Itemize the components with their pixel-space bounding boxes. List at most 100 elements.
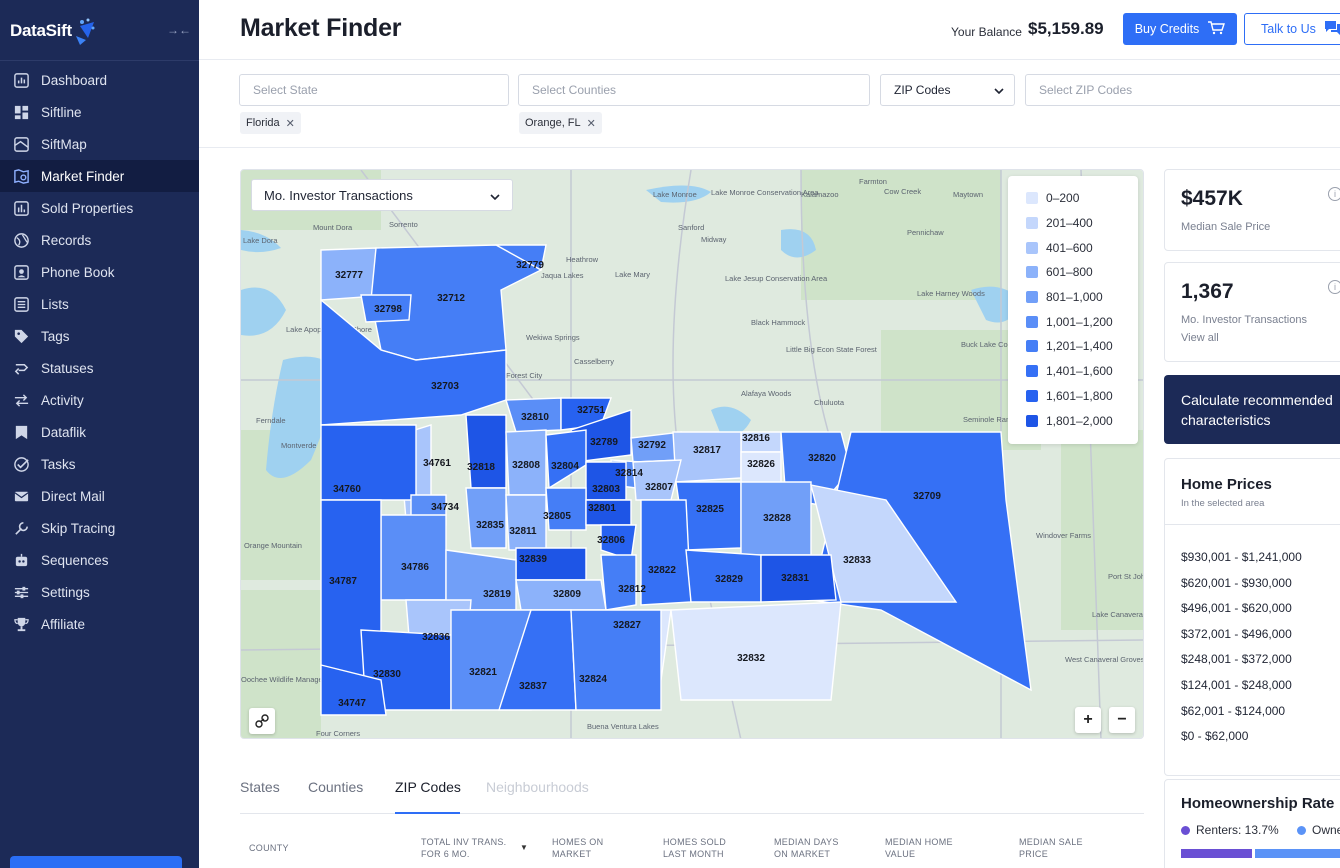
view-all-link[interactable]: View all: [1181, 332, 1219, 344]
balance-label: Your Balance: [951, 25, 1022, 39]
zip-region-32818[interactable]: [465, 414, 507, 489]
sidebar-item-sold-properties[interactable]: Sold Properties: [0, 192, 199, 224]
zip-region-34786[interactable]: [380, 514, 447, 601]
sidebar-item-activity[interactable]: Activity: [0, 384, 199, 416]
map-place-label: Farmton: [859, 177, 887, 186]
logo-sparkle-icon: [74, 18, 96, 45]
map-place-label: Lake Canaveral Groves: [1092, 610, 1144, 619]
zip-region-32811[interactable]: [505, 494, 547, 551]
col-head-total-inv[interactable]: TOTAL INV TRANS. FOR 6 MO.: [421, 837, 507, 859]
buy-credits-button[interactable]: Buy Credits: [1123, 13, 1237, 45]
zip-region-32824[interactable]: [570, 609, 662, 711]
zip-region-32817[interactable]: [672, 431, 742, 483]
legend-item: 1,001–1,200: [1026, 309, 1138, 334]
map-green-area: [1061, 430, 1143, 630]
col-head-median-sale-price[interactable]: MEDIAN SALE PRICE: [1019, 837, 1083, 859]
col-head-homes-on-market[interactable]: HOMES ON MARKET: [552, 837, 604, 859]
legend-swatch: [1026, 414, 1038, 427]
sidebar-item-settings[interactable]: Settings: [0, 576, 199, 608]
sidebar-item-label: Phone Book: [41, 264, 115, 280]
sidebar-item-direct-mail[interactable]: Direct Mail: [0, 480, 199, 512]
sidebar-item-phone-book[interactable]: Phone Book: [0, 256, 199, 288]
zip-region-32822[interactable]: [640, 499, 692, 606]
sidebar-item-tasks[interactable]: Tasks: [0, 448, 199, 480]
calculate-recommended-button[interactable]: Calculate recommended characteristics: [1164, 375, 1340, 444]
remove-chip-icon[interactable]: ✕: [285, 117, 295, 130]
info-icon[interactable]: i: [1328, 280, 1340, 294]
legend-item: 0–200: [1026, 186, 1138, 211]
zip-label: 32828: [763, 513, 791, 524]
info-icon[interactable]: i: [1328, 187, 1340, 201]
zip-region-32832[interactable]: [670, 601, 842, 701]
sidebar-item-statuses[interactable]: Statuses: [0, 352, 199, 384]
map-place-label: Black Hammock: [751, 318, 805, 327]
globe-icon: [12, 231, 30, 249]
map-place-label: Jaqua Lakes: [541, 271, 584, 280]
sidebar-item-market-finder[interactable]: Market Finder: [0, 160, 199, 192]
zip-region-32835[interactable]: [465, 487, 507, 549]
sidebar-item-lists[interactable]: Lists: [0, 288, 199, 320]
sidebar-item-dataflik[interactable]: Dataflik: [0, 416, 199, 448]
zip-label: 32816: [742, 433, 770, 444]
legend-item: 1,401–1,600: [1026, 359, 1138, 384]
zip-region-32812[interactable]: [600, 554, 637, 611]
legend-item: 1,201–1,400: [1026, 334, 1138, 359]
state-chip[interactable]: Florida ✕: [240, 112, 301, 134]
collapse-sidebar-icon[interactable]: →←: [167, 23, 191, 37]
legend-item: 401–600: [1026, 235, 1138, 260]
state-select[interactable]: Select State: [239, 74, 509, 106]
sidebar-item-siftmap[interactable]: SiftMap: [0, 128, 199, 160]
counties-select[interactable]: Select Counties: [518, 74, 870, 106]
col-head-median-home-value[interactable]: MEDIAN HOME VALUE: [885, 837, 953, 859]
sidebar-item-dashboard[interactable]: Dashboard: [0, 64, 199, 96]
price-range: $0 - $62,000: [1181, 729, 1249, 744]
logo-text: DataSift: [10, 21, 72, 40]
zip-label: 34734: [431, 502, 459, 513]
sidebar-item-records[interactable]: Records: [0, 224, 199, 256]
zip-label: 32837: [519, 681, 547, 692]
col-head-homes-sold[interactable]: HOMES SOLD LAST MONTH: [663, 837, 727, 859]
tab-zip-codes[interactable]: ZIP Codes: [395, 779, 461, 795]
zip-label: 32825: [696, 504, 724, 515]
sidebar-item-label: Activity: [41, 392, 84, 408]
talk-to-us-button[interactable]: Talk to Us: [1244, 13, 1340, 45]
sidebar-item-skip-tracing[interactable]: Skip Tracing: [0, 512, 199, 544]
tab-states[interactable]: States: [240, 779, 280, 795]
county-chip[interactable]: Orange, FL ✕: [519, 112, 602, 134]
zip-region-32703[interactable]: [320, 298, 507, 426]
metric-select[interactable]: Mo. Investor Transactions: [251, 179, 513, 211]
choropleth-map[interactable]: Lake Monroe Lake Monroe Conservation Area…: [240, 169, 1144, 739]
map-draw-tool-icon[interactable]: [249, 708, 275, 734]
sidebar-item-siftline[interactable]: Siftline: [0, 96, 199, 128]
phone-book-icon: [12, 263, 30, 281]
col-head-county[interactable]: COUNTY: [249, 843, 289, 853]
sidebar-item-label: Dashboard: [41, 72, 108, 88]
legend-swatch: [1026, 217, 1038, 230]
sidebar-item-affiliate[interactable]: Affiliate: [0, 608, 199, 640]
zoom-in-button[interactable]: +: [1075, 707, 1101, 733]
sort-desc-icon[interactable]: ▼: [520, 843, 529, 852]
zip-label: 32806: [597, 535, 625, 546]
sold-chart-icon: [12, 199, 30, 217]
tab-neighbourhoods[interactable]: Neighbourhoods: [486, 779, 589, 795]
sidebar-item-tags[interactable]: Tags: [0, 320, 199, 352]
sidebar-bottom-button[interactable]: [10, 856, 182, 868]
zip-region-34747[interactable]: [320, 664, 387, 716]
zip-region-32805[interactable]: [545, 487, 587, 531]
remove-chip-icon[interactable]: ✕: [586, 117, 596, 130]
chevron-down-icon: [490, 188, 500, 203]
sidebar-item-sequences[interactable]: Sequences: [0, 544, 199, 576]
datasift-logo[interactable]: DataSift: [10, 14, 96, 48]
zip-codes-select[interactable]: Select ZIP Codes: [1025, 74, 1340, 106]
zip-region-32798[interactable]: [360, 294, 412, 323]
zip-mode-select[interactable]: ZIP Codes: [880, 74, 1015, 106]
zip-region-32831[interactable]: [760, 554, 837, 603]
col-head-median-days[interactable]: MEDIAN DAYS ON MARKET: [774, 837, 839, 859]
zoom-out-button[interactable]: −: [1109, 707, 1135, 733]
zip-label: 34787: [329, 576, 357, 587]
legend-swatch: [1026, 389, 1038, 402]
divider: [1165, 524, 1340, 525]
sidebar-item-label: Market Finder: [41, 168, 125, 184]
tab-counties[interactable]: Counties: [308, 779, 364, 795]
list-icon: [12, 295, 30, 313]
